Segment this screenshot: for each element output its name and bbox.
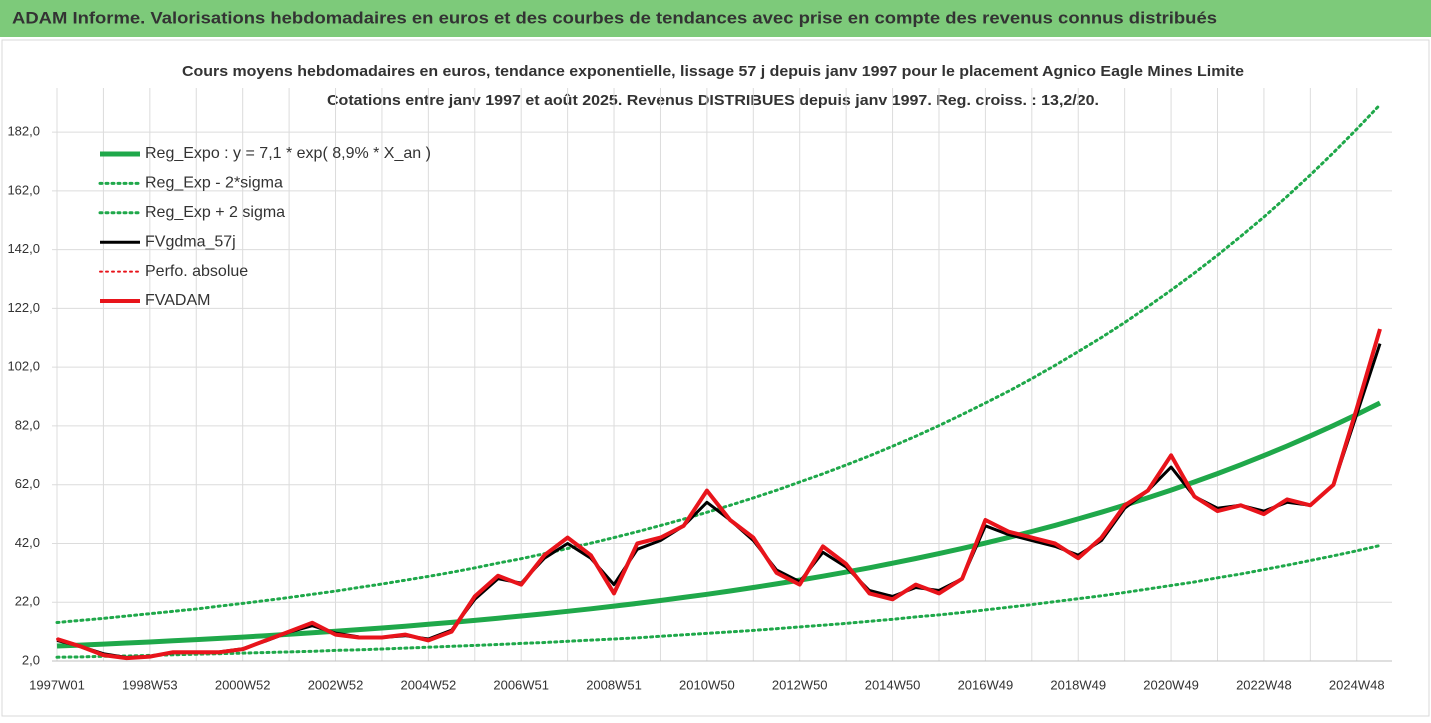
x-tick-label: 2004W52	[401, 677, 457, 692]
x-tick-label: 2006W51	[493, 677, 549, 692]
x-tick-label: 2014W50	[865, 677, 921, 692]
x-tick-label: 2010W50	[679, 677, 735, 692]
legend-label: Perfo. absolue	[145, 263, 248, 280]
x-tick-label: 2008W51	[586, 677, 642, 692]
x-tick-label: 1997W01	[29, 677, 85, 692]
chart-frame	[1, 39, 1430, 717]
y-tick-label: 142,0	[7, 241, 40, 256]
x-tick-label: 2020W49	[1143, 677, 1199, 692]
x-tick-label: 2024W48	[1329, 677, 1385, 692]
x-tick-label: 1998W53	[122, 677, 178, 692]
x-tick-label: 2022W48	[1236, 677, 1292, 692]
x-tick-label: 2018W49	[1050, 677, 1106, 692]
y-tick-label: 162,0	[7, 182, 40, 197]
legend: Reg_Expo : y = 7,1 * exp( 8,9% * X_an ) R…	[98, 145, 431, 309]
y-tick-label: 182,0	[7, 124, 40, 139]
header-title: ADAM Informe. Valorisations hebdomadaire…	[12, 8, 1217, 27]
x-tick-label: 2000W52	[215, 677, 271, 692]
grid: 2,0 22,0 42,0 62,0 82,0 102,0 122,0 142,0 162,0 1…	[7, 88, 1392, 692]
legend-label: Reg_Exp + 2 sigma	[145, 204, 285, 221]
y-tick-label: 2,0	[22, 652, 40, 667]
legend-label: FVADAM	[145, 292, 210, 309]
y-tick-label: 42,0	[15, 535, 40, 550]
legend-label: Reg_Expo : y = 7,1 * exp( 8,9% * X_an )	[145, 145, 431, 162]
y-tick-label: 82,0	[15, 417, 40, 432]
header-bar	[0, 0, 1431, 37]
series-line	[55, 103, 1382, 624]
x-tick-label: 2002W52	[308, 677, 364, 692]
y-tick-label: 62,0	[15, 476, 40, 491]
x-tick-label: 2012W50	[772, 677, 828, 692]
chart-title: Cours moyens hebdomadaires en euros, ten…	[182, 63, 1244, 80]
y-tick-label: 22,0	[15, 594, 40, 609]
series-line	[56, 328, 1382, 661]
series-line	[55, 544, 1382, 659]
y-tick-label: 122,0	[7, 300, 40, 315]
y-tick-label: 102,0	[7, 359, 40, 374]
legend-label: FVgdma_57j	[145, 233, 236, 250]
plot	[55, 103, 1382, 661]
chart-subtitle: Cotations entre janv 1997 et août 2025. …	[327, 92, 1099, 109]
legend-label: Reg_Exp - 2*sigma	[145, 175, 283, 192]
x-tick-label: 2016W49	[958, 677, 1014, 692]
